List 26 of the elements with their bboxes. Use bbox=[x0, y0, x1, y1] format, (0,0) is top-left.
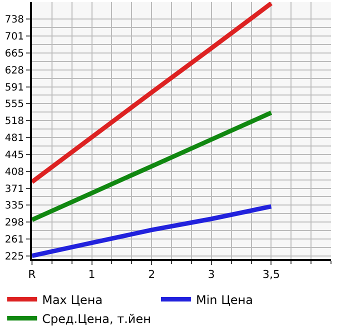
y-tick-label: 518 bbox=[4, 116, 24, 128]
x-tick-label: 3,5 bbox=[262, 268, 280, 282]
line-series bbox=[32, 110, 274, 222]
legend-label: Min Цена bbox=[196, 292, 253, 307]
y-tick-label: 701 bbox=[4, 32, 24, 43]
y-tick-label: 298 bbox=[4, 218, 24, 229]
y-tick-label: 628 bbox=[4, 65, 24, 76]
y-tick-label: 335 bbox=[4, 200, 24, 212]
y-tick-label: 225 bbox=[4, 251, 24, 262]
y-tick-label: 481 bbox=[4, 133, 24, 144]
legend-label: Сред.Цена, т.йен bbox=[42, 312, 151, 326]
x-tick-label: 2 bbox=[148, 268, 156, 282]
y-tick-label: 445 bbox=[4, 150, 24, 161]
y-tick-label: 738 bbox=[4, 14, 24, 26]
y-tick-label: 371 bbox=[4, 184, 24, 195]
line-series bbox=[32, 2, 274, 184]
x-tick-label: 1 bbox=[88, 268, 96, 282]
y-tick-label: 408 bbox=[4, 166, 24, 178]
y-tick-label: 261 bbox=[4, 234, 24, 246]
legend-label: Max Цена bbox=[42, 292, 103, 307]
x-tick-label: R bbox=[28, 268, 36, 282]
line-series bbox=[32, 204, 274, 258]
y-tick-label: 591 bbox=[4, 82, 24, 94]
y-tick-label: 555 bbox=[4, 99, 24, 110]
x-tick-label: 3 bbox=[208, 268, 215, 282]
y-tick-label: 665 bbox=[4, 48, 24, 60]
